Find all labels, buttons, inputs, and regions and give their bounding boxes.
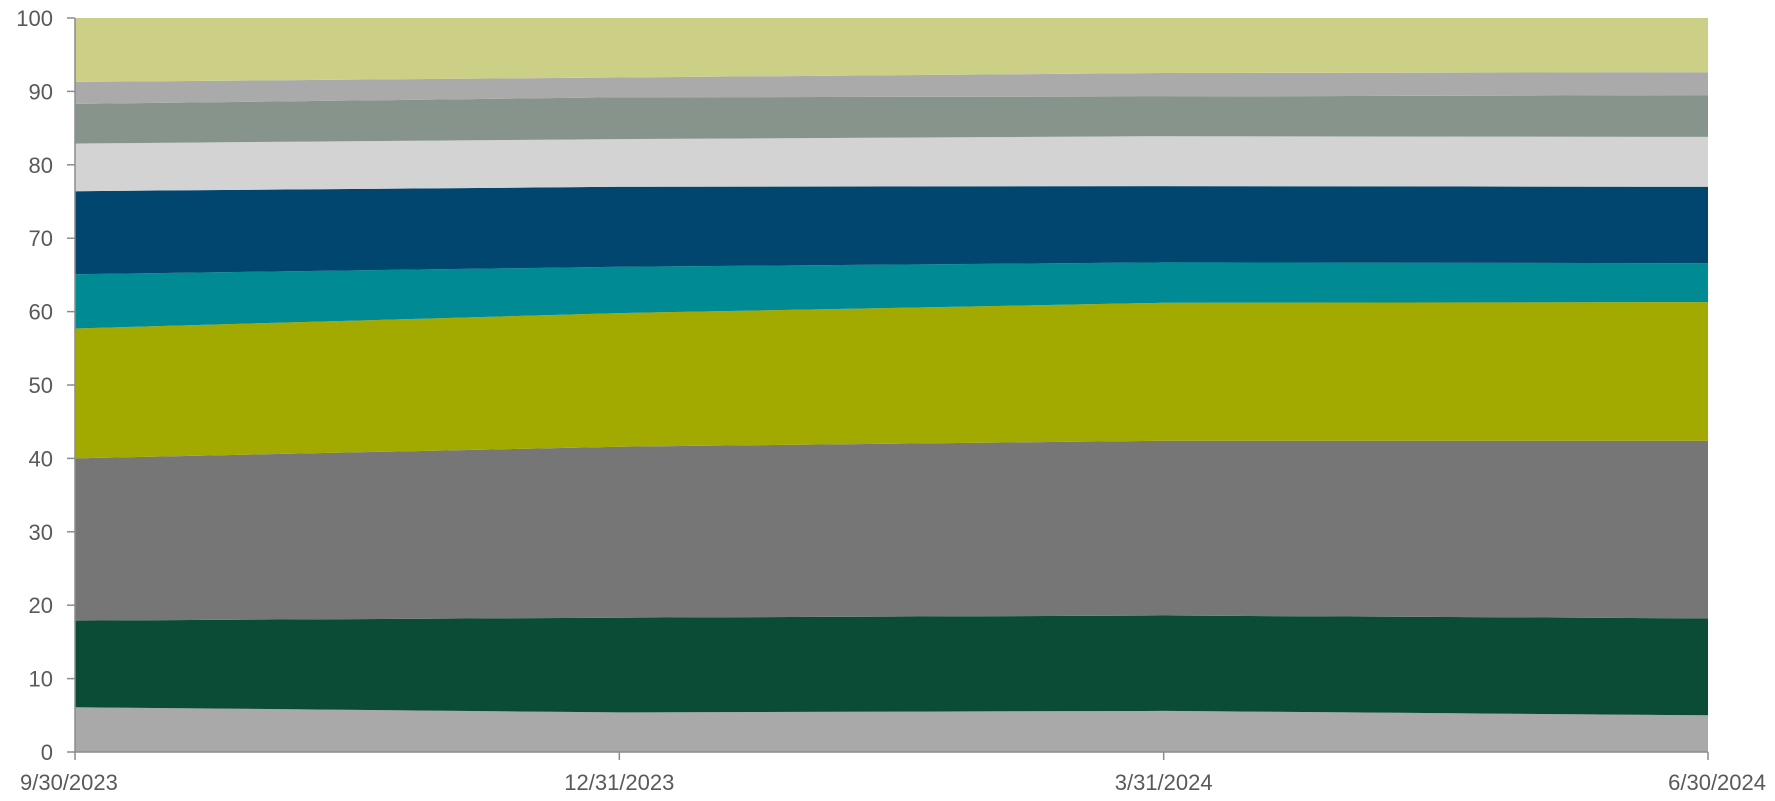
- x-tick-label: 3/31/2024: [1115, 770, 1213, 795]
- x-tick-label: 9/30/2023: [20, 770, 118, 795]
- y-tick-label: 80: [29, 153, 53, 178]
- y-tick-label: 60: [29, 300, 53, 325]
- area-series-10: [75, 18, 1708, 82]
- tick-labels-group: 0 10 20 30 40 50 60 70 80 90 100 9/30/2023 12/31/202…: [16, 6, 1766, 795]
- area-series-8: [75, 95, 1708, 144]
- area-series-4: [75, 302, 1708, 459]
- area-series-3: [75, 440, 1708, 621]
- x-tick-label: 6/30/2024: [1668, 770, 1766, 795]
- y-tick-label: 70: [29, 226, 53, 251]
- area-series-5: [75, 262, 1708, 329]
- area-series-7: [75, 136, 1708, 192]
- y-tick-label: 0: [41, 740, 53, 765]
- y-tick-label: 10: [29, 667, 53, 692]
- x-tick-label: 12/31/2023: [564, 770, 674, 795]
- area-series-6: [75, 186, 1708, 275]
- area-series-2: [75, 615, 1708, 716]
- area-series-group: [75, 18, 1708, 752]
- y-tick-label: 20: [29, 593, 53, 618]
- area-series-9: [75, 72, 1708, 104]
- y-tick-label: 30: [29, 520, 53, 545]
- y-tick-label: 100: [16, 6, 53, 31]
- axes-group: [67, 17, 1709, 760]
- y-tick-label: 90: [29, 79, 53, 104]
- area-series-1: [75, 707, 1708, 752]
- y-tick-label: 50: [29, 373, 53, 398]
- y-tick-label: 40: [29, 446, 53, 471]
